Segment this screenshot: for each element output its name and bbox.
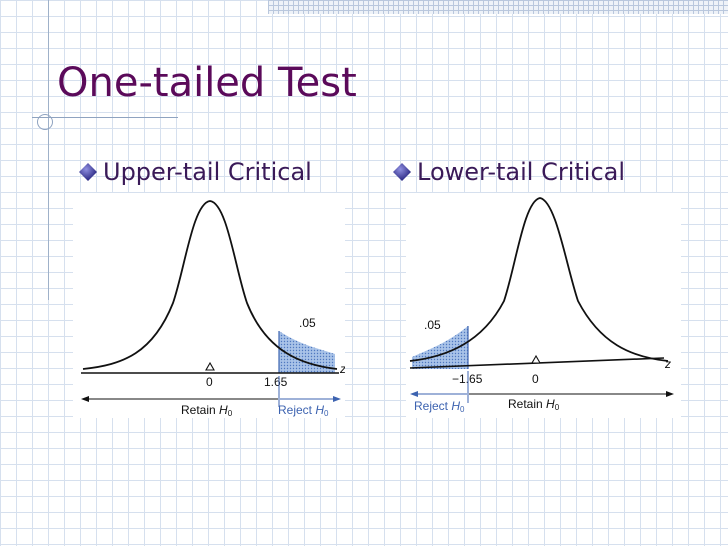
upper-reject-label: Reject H0 <box>278 403 329 418</box>
lower-mean-marker <box>531 354 541 364</box>
lower-area-label: .05 <box>424 318 441 332</box>
bullet-upper-tail: Upper-tail Critical <box>77 158 312 186</box>
upper-area-label: .05 <box>299 316 316 330</box>
left-margin-rule <box>48 0 49 300</box>
diamond-bullet-icon <box>393 163 411 181</box>
upper-tail-diagram: z 0 .05 1.65 Retain H0 Reject H0 <box>73 193 345 418</box>
bullet-label: Upper-tail Critical <box>103 158 312 186</box>
lower-retain-label: Retain H0 <box>508 397 560 412</box>
lower-tail-diagram: z 0 .05 −1.65 Reject H0 Retain H0 <box>406 193 681 418</box>
bullet-label: Lower-tail Critical <box>417 158 626 186</box>
title-circle-ornament <box>37 114 53 130</box>
upper-normal-curve <box>82 200 338 370</box>
upper-axis-var-label: z <box>339 362 345 376</box>
upper-critical-label: 1.65 <box>264 375 288 389</box>
lower-reject-label: Reject H0 <box>414 399 465 414</box>
bullet-lower-tail: Lower-tail Critical <box>391 158 625 186</box>
title-underline <box>32 117 178 118</box>
lower-axis-var-label: z <box>664 357 671 371</box>
slide-title: One-tailed Test <box>57 60 357 106</box>
upper-retain-label: Retain H0 <box>181 403 233 418</box>
lower-critical-label: −1.65 <box>452 372 483 386</box>
diamond-bullet-icon <box>79 163 97 181</box>
lower-normal-curve <box>409 197 669 362</box>
top-grid-band <box>268 0 728 14</box>
upper-mean-label: 0 <box>206 375 213 389</box>
upper-mean-marker <box>205 361 215 371</box>
upper-shaded-tail <box>279 331 335 373</box>
lower-mean-label: 0 <box>532 372 539 386</box>
